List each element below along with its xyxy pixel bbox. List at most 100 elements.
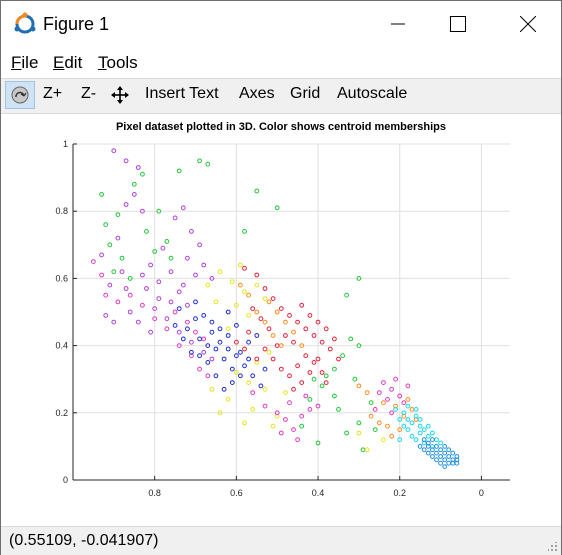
data-point (123, 202, 129, 207)
data-point (278, 430, 284, 436)
data-point (205, 161, 211, 167)
data-point (168, 299, 174, 305)
resize-grip-icon[interactable] (548, 542, 558, 552)
data-point (164, 316, 170, 322)
data-point (381, 437, 386, 443)
data-point (185, 319, 190, 325)
data-point (368, 400, 374, 406)
data-point (176, 168, 182, 174)
data-point (327, 346, 333, 352)
chart-title: Pixel dataset plotted in 3D. Color shows… (115, 121, 447, 133)
rotate-3d-icon (11, 86, 29, 104)
data-point (438, 447, 444, 453)
data-point (217, 339, 223, 345)
data-point (295, 319, 301, 325)
data-point (336, 356, 341, 362)
menu-edit[interactable]: Edit (53, 53, 83, 72)
octave-app-icon (14, 12, 36, 34)
autoscale-button[interactable]: Autoscale (337, 85, 408, 102)
data-point (234, 339, 239, 345)
data-point (103, 313, 109, 318)
data-point (197, 336, 203, 342)
data-point (205, 360, 211, 365)
axes-button[interactable]: Axes (239, 85, 275, 102)
data-point (295, 363, 301, 369)
maximize-button[interactable] (435, 1, 481, 47)
data-point (356, 420, 362, 426)
data-point (368, 413, 374, 419)
data-point (332, 366, 337, 372)
data-point (197, 242, 203, 248)
data-point (193, 272, 198, 278)
data-point (303, 353, 309, 359)
zoom-out-button[interactable]: Z- (81, 85, 97, 102)
data-point (131, 181, 137, 187)
data-point (205, 343, 211, 349)
data-point (107, 242, 113, 248)
minimize-button[interactable] (375, 1, 421, 47)
data-point (413, 413, 419, 419)
data-point (180, 282, 186, 288)
data-point (221, 356, 227, 362)
data-point (135, 319, 141, 325)
data-point (299, 413, 305, 419)
data-point (405, 403, 411, 409)
scatter-plot[interactable]: 0.8 0.6 0.4 0.2 0 0 0.2 0.4 0.6 0.8 1 (1, 113, 561, 523)
data-point (389, 386, 395, 392)
data-point (180, 205, 186, 211)
data-point (315, 440, 321, 446)
close-button[interactable] (505, 1, 551, 47)
data-point (401, 423, 407, 429)
data-point (115, 212, 121, 217)
zoom-in-button[interactable]: Z+ (43, 85, 63, 102)
toolbar: Z+ Z- Insert Text Axes Grid Autoscale (1, 78, 561, 114)
data-point (344, 430, 350, 436)
y-tick-label: 0 (63, 475, 68, 485)
data-point (270, 423, 276, 429)
menu-file[interactable]: File (11, 53, 39, 72)
menu-tools[interactable]: Tools (98, 53, 138, 72)
status-bar: (0.55109, -0.041907) (1, 526, 561, 555)
data-point (123, 286, 129, 291)
pan-button[interactable] (111, 86, 129, 109)
data-point (238, 373, 243, 379)
data-point (258, 383, 264, 389)
data-point (364, 390, 370, 396)
grid-button[interactable]: Grid (290, 85, 321, 102)
data-point (417, 444, 423, 449)
data-point (323, 380, 329, 386)
data-point (262, 286, 268, 291)
data-point (238, 349, 243, 355)
data-point (299, 423, 305, 429)
data-point (356, 430, 362, 436)
data-point (111, 319, 117, 325)
data-point (201, 349, 207, 355)
data-point (454, 457, 460, 463)
menu-bar: File Edit Tools (1, 47, 561, 77)
data-point (397, 437, 403, 443)
data-point (156, 296, 162, 302)
title-bar[interactable]: Figure 1 (1, 1, 561, 47)
rotate-button[interactable] (5, 81, 35, 109)
data-point (307, 397, 313, 402)
data-point (250, 390, 256, 396)
data-point (209, 319, 215, 325)
data-point (156, 279, 162, 285)
insert-text-button[interactable]: Insert Text (145, 85, 219, 102)
close-icon (520, 16, 536, 32)
plot-area (73, 144, 510, 480)
data-point (303, 393, 309, 399)
data-point (421, 447, 427, 453)
data-point (376, 390, 382, 396)
pan-icon (111, 86, 129, 104)
data-point (189, 349, 194, 355)
data-point (140, 171, 145, 177)
data-point (413, 407, 419, 412)
data-point (242, 289, 247, 295)
data-point (356, 276, 362, 281)
data-point (274, 205, 280, 211)
data-point (185, 255, 190, 261)
data-point (323, 373, 329, 379)
data-point (246, 313, 252, 318)
data-point (274, 410, 280, 416)
